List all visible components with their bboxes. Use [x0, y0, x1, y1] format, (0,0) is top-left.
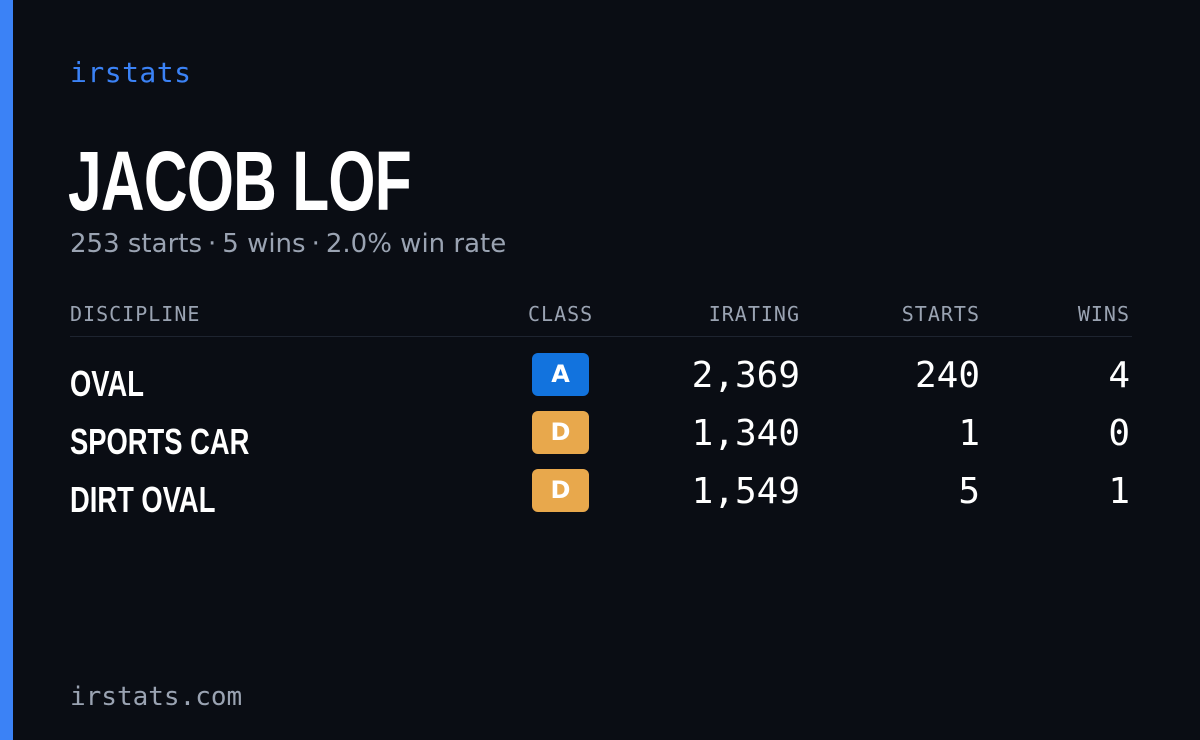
row-discipline: OVAL — [70, 363, 144, 404]
header-discipline: DISCIPLINE — [70, 302, 201, 326]
row-starts: 240 — [914, 355, 980, 396]
class-badge: D — [532, 411, 589, 454]
header-starts: STARTS — [901, 302, 980, 326]
row-irating: 1,549 — [691, 471, 800, 512]
row-starts: 5 — [958, 471, 980, 512]
brand-logo: irstats — [70, 56, 192, 89]
summary-wins: 5 wins — [222, 229, 306, 259]
row-wins: 0 — [1108, 413, 1130, 454]
row-wins: 4 — [1108, 355, 1130, 396]
discipline-table: DISCIPLINE CLASS IRATING STARTS WINS OVA… — [70, 296, 1132, 527]
header-irating: IRATING — [708, 302, 800, 326]
row-wins: 1 — [1108, 471, 1130, 512]
table-row: OVAL A 2,369 240 4 — [70, 353, 1132, 411]
row-starts: 1 — [958, 413, 980, 454]
summary-win-rate: 2.0% win rate — [325, 229, 507, 259]
row-discipline: DIRT OVAL — [70, 479, 216, 520]
summary-separator: · — [208, 229, 217, 259]
table-row: DIRT OVAL D 1,549 5 1 — [70, 469, 1132, 527]
table-body: OVAL A 2,369 240 4 SPORTS CAR D 1,340 1 … — [70, 337, 1132, 527]
header-class: CLASS — [528, 302, 594, 326]
summary-starts: 253 starts — [70, 229, 202, 259]
row-irating: 1,340 — [691, 413, 800, 454]
summary-separator: · — [311, 229, 320, 259]
driver-summary: 253 starts · 5 wins · 2.0% win rate — [70, 226, 506, 262]
class-badge: A — [532, 353, 589, 396]
footer-url: irstats.com — [70, 682, 243, 712]
table-header: DISCIPLINE CLASS IRATING STARTS WINS — [70, 296, 1132, 337]
accent-bar — [0, 0, 13, 740]
class-badge: D — [532, 469, 589, 512]
row-irating: 2,369 — [691, 355, 800, 396]
header-wins: WINS — [1077, 302, 1130, 326]
row-discipline: SPORTS CAR — [70, 421, 250, 462]
table-row: SPORTS CAR D 1,340 1 0 — [70, 411, 1132, 469]
driver-name: JACOB LOF — [68, 134, 412, 228]
